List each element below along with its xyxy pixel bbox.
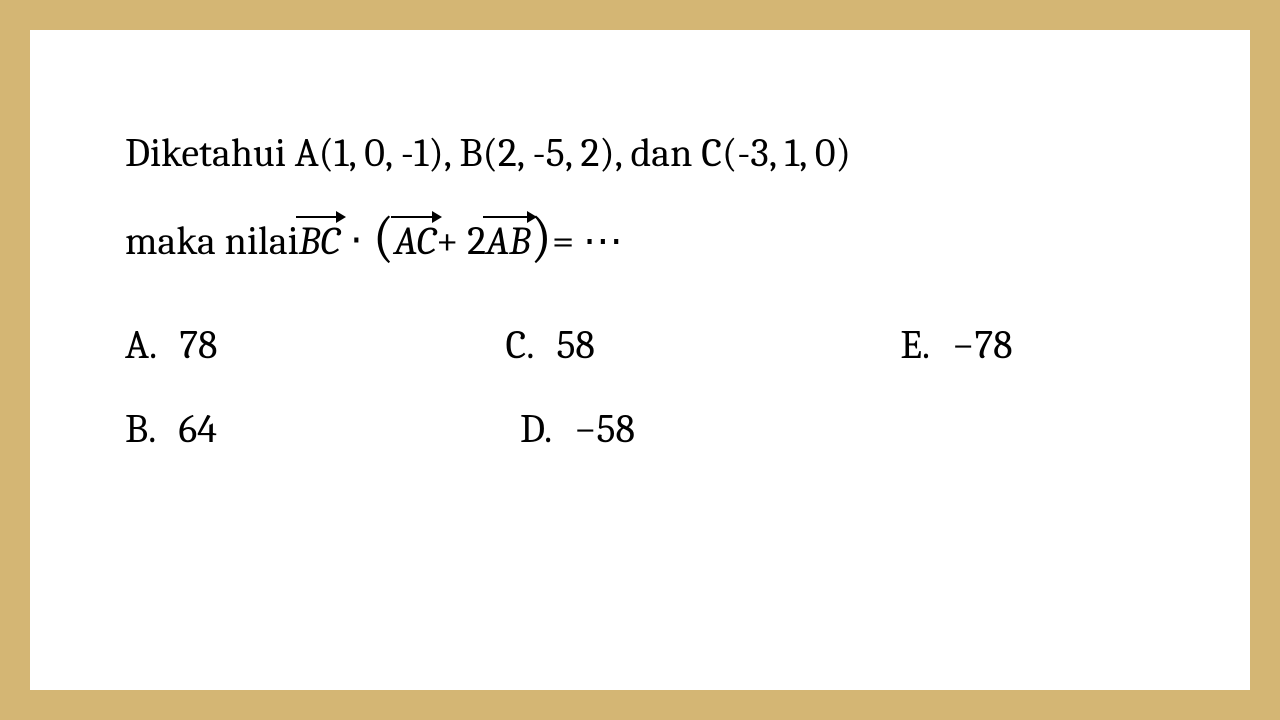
line2-prefix: maka nilai [125, 218, 299, 264]
vector-arrow-icon [391, 210, 442, 224]
option-value: 64 [178, 406, 216, 452]
option-value: −58 [574, 406, 635, 452]
vector-ab: AB [486, 218, 531, 264]
options-row-1: A. 78 C. 58 E. −78 [125, 322, 1170, 368]
question-card: Diketahui A(1, 0, -1), B(2, -5, 2), dan … [30, 30, 1250, 690]
question-line-2: maka nilai BC ⋅ ( AC + 2 AB ) = ⋯ [125, 218, 1170, 264]
option-letter: C. [505, 322, 534, 368]
option-e[interactable]: E. −78 [900, 322, 1170, 368]
vector-bc: BC [299, 218, 340, 264]
vector-arrow-icon [483, 210, 537, 224]
vector-ab-label: AB [486, 218, 531, 264]
question-line-1: Diketahui A(1, 0, -1), B(2, -5, 2), dan … [125, 130, 1170, 176]
option-letter: E. [900, 322, 930, 368]
vector-ac: AC [394, 218, 436, 264]
dot-operator: ⋅ [350, 218, 363, 264]
vector-arrow-icon [296, 210, 346, 224]
option-letter: D. [520, 406, 552, 452]
option-b[interactable]: B. 64 [125, 406, 520, 452]
plus-two: + 2 [436, 218, 486, 264]
vector-ac-label: AC [394, 218, 436, 264]
option-a[interactable]: A. 78 [125, 322, 505, 368]
option-value: −78 [952, 322, 1012, 368]
option-value: 78 [179, 322, 217, 368]
options-row-2: B. 64 D. −58 [125, 406, 1170, 452]
option-c[interactable]: C. 58 [505, 322, 900, 368]
option-letter: A. [125, 322, 157, 368]
vector-bc-label: BC [299, 218, 340, 264]
option-d[interactable]: D. −58 [520, 406, 930, 452]
option-letter: B. [125, 406, 156, 452]
equals-ellipsis: = ⋯ [552, 218, 623, 264]
right-paren: ) [531, 215, 552, 260]
option-value: 58 [556, 322, 594, 368]
